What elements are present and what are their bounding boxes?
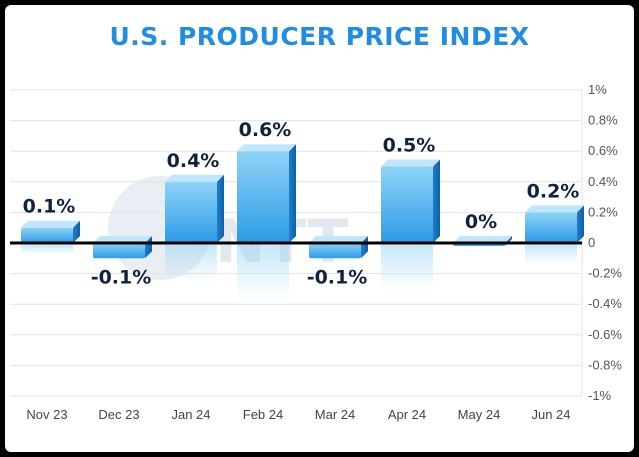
- x-tick-label: Jun 24: [531, 407, 570, 422]
- y-tick-label: 0: [588, 235, 595, 250]
- data-label: 0%: [465, 211, 497, 233]
- y-tick-label: -0.2%: [588, 266, 622, 281]
- bar-top: [237, 144, 296, 152]
- x-tick-label: Jan 24: [171, 407, 210, 422]
- bar-top: [381, 159, 440, 167]
- y-tick-label: -1%: [588, 388, 612, 403]
- chart-title: U.S. PRODUCER PRICE INDEX: [109, 22, 530, 51]
- bar-top: [165, 174, 224, 182]
- y-tick-label: 0.2%: [588, 204, 618, 219]
- bar-reflection: [21, 245, 73, 255]
- bar-side: [289, 144, 296, 243]
- bar: [21, 227, 73, 243]
- bar-top: [453, 236, 512, 243]
- x-tick-label: May 24: [458, 407, 501, 422]
- x-tick-label: Mar 24: [315, 407, 355, 422]
- bar: [93, 243, 145, 259]
- data-label: 0.6%: [239, 119, 292, 141]
- data-label: -0.1%: [307, 266, 368, 288]
- data-label: -0.1%: [91, 266, 152, 288]
- y-tick-label: -0.6%: [588, 327, 622, 342]
- bar-top: [93, 236, 152, 243]
- bar: [309, 243, 361, 259]
- data-label: 0.1%: [23, 196, 76, 218]
- bar: [381, 166, 433, 243]
- x-tick-label: Dec 23: [98, 407, 139, 422]
- y-tick-label: 0.4%: [588, 174, 618, 189]
- y-tick-label: 0.6%: [588, 143, 618, 158]
- watermark: NTT: [108, 176, 349, 280]
- bar: [165, 181, 217, 243]
- bar-reflection: [237, 245, 289, 301]
- bar-side: [217, 174, 224, 243]
- data-label: 0.5%: [383, 135, 436, 157]
- bar-reflection: [165, 245, 217, 282]
- bar: [525, 212, 577, 243]
- x-tick-label: Apr 24: [388, 407, 426, 422]
- bar-reflection: [525, 245, 577, 264]
- bar-top: [309, 236, 368, 243]
- bar-side: [73, 220, 80, 243]
- y-tick-label: -0.8%: [588, 357, 622, 372]
- y-tick-label: 1%: [588, 82, 607, 97]
- bar-side: [577, 205, 584, 243]
- bar-reflection: [381, 245, 433, 291]
- bar-top: [21, 220, 80, 228]
- y-tick-label: -0.4%: [588, 296, 622, 311]
- bar-top: [525, 205, 584, 213]
- bar: [237, 151, 289, 243]
- x-tick-label: Nov 23: [26, 407, 67, 422]
- data-label: 0.4%: [167, 150, 220, 172]
- data-label: 0.2%: [527, 180, 580, 202]
- y-tick-label: 0.8%: [588, 113, 618, 128]
- bar-side: [433, 159, 440, 243]
- x-tick-label: Feb 24: [243, 407, 283, 422]
